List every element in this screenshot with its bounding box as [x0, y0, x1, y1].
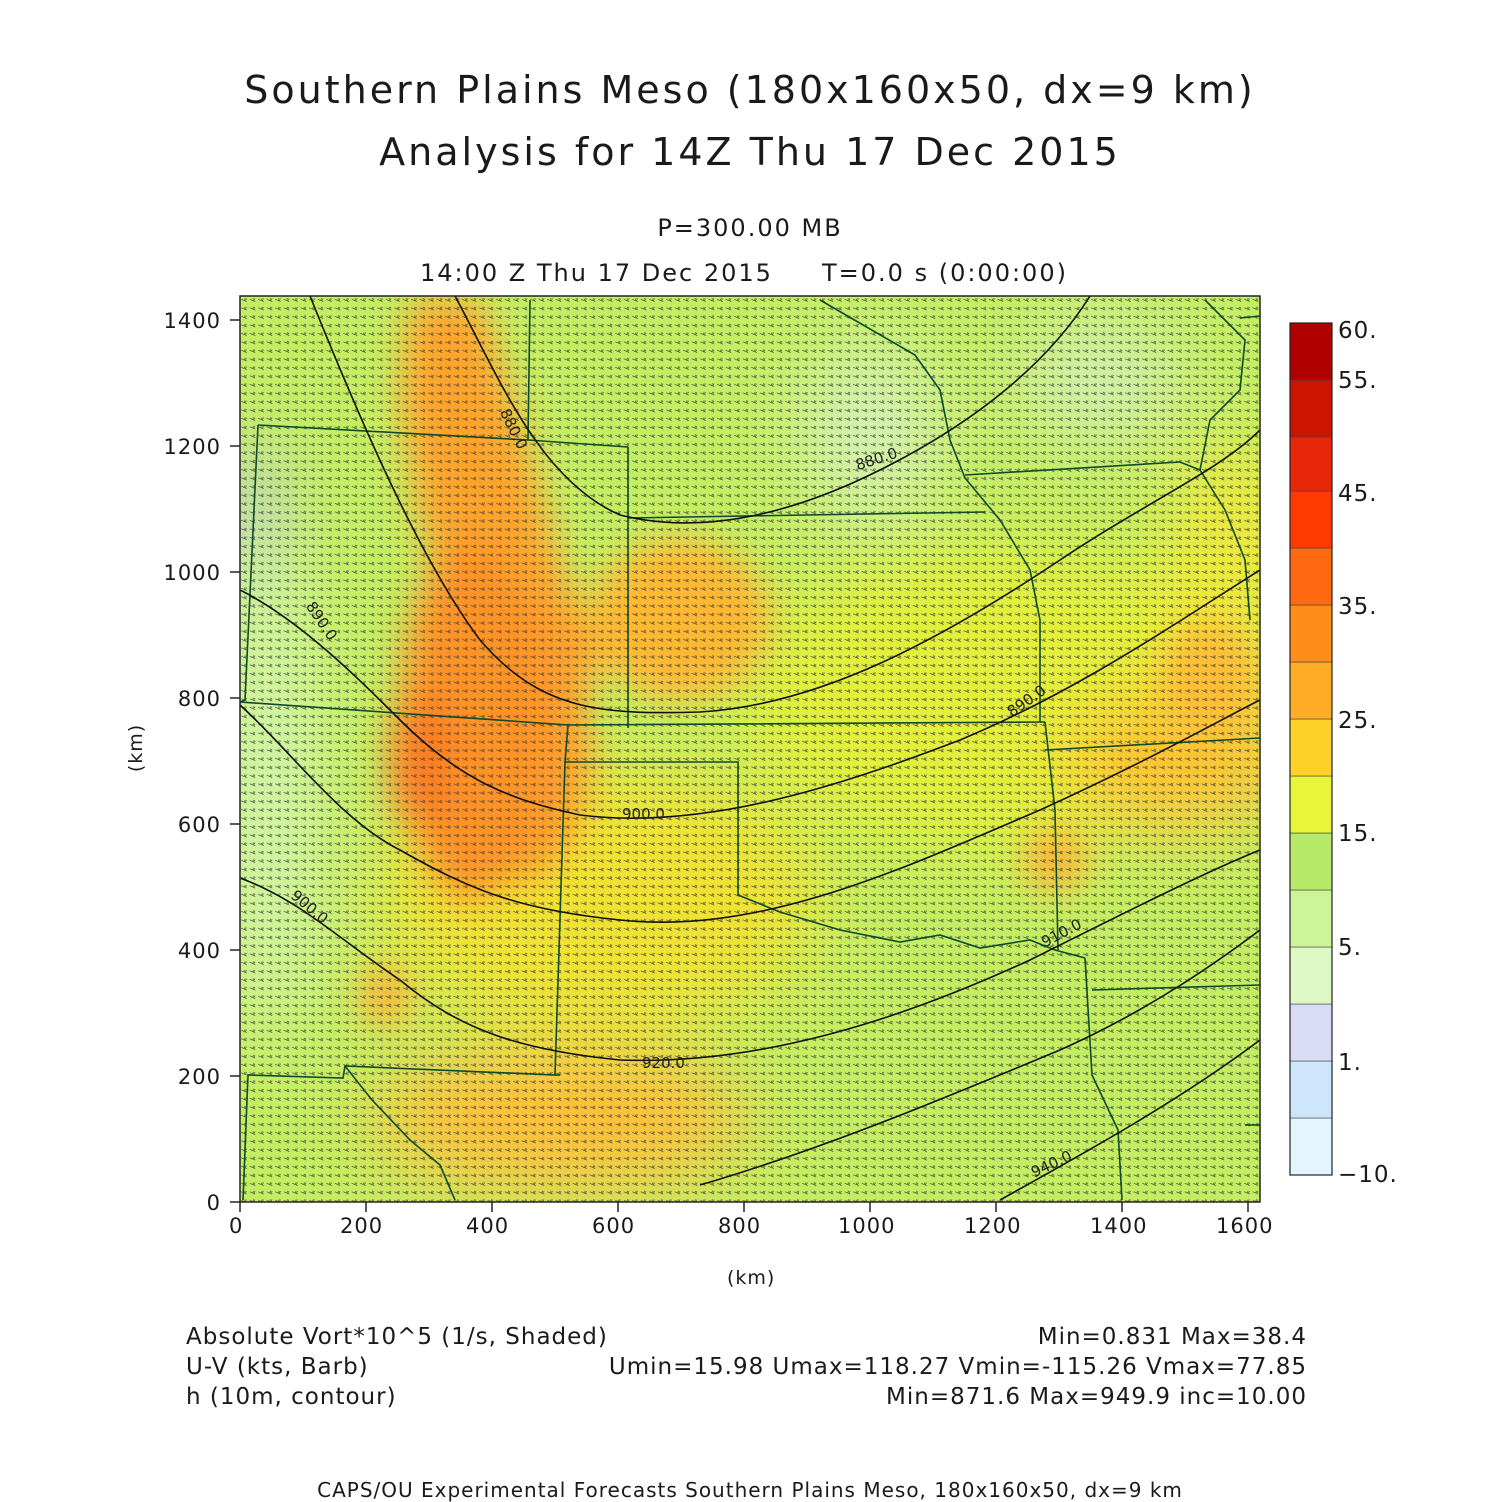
- x-axis-label: (km): [727, 1267, 776, 1289]
- colorbar-label: 35.: [1338, 594, 1378, 620]
- colorbar-label: 5.: [1338, 935, 1362, 961]
- y-tick-label: 600: [177, 813, 221, 837]
- colorbar-label: 25.: [1338, 708, 1378, 734]
- legend-field1-name: Absolute Vort*10^5 (1/s, Shaded): [186, 1324, 608, 1350]
- footer-credit: CAPS/OU Experimental Forecasts Southern …: [317, 1478, 1183, 1502]
- x-tick-label: 0: [229, 1214, 244, 1238]
- forecast-time: T=0.0 s (0:00:00): [822, 259, 1068, 287]
- y-tick-label: 800: [177, 687, 221, 711]
- axis-ticks: [230, 319, 1249, 1212]
- colorbar-label: 55.: [1338, 368, 1378, 394]
- x-tick-label: 800: [718, 1214, 762, 1238]
- contour-label: 900.0: [622, 805, 665, 823]
- legend-field2-name: U-V (kts, Barb): [186, 1354, 369, 1380]
- legend-field3-name: h (10m, contour): [186, 1384, 397, 1410]
- y-tick-label: 200: [177, 1065, 221, 1089]
- legend-field2-stats: Umin=15.98 Umax=118.27 Vmin=-115.26 Vmax…: [608, 1354, 1307, 1380]
- y-tick-label: 1400: [163, 309, 221, 333]
- colorbar-label: −10.: [1338, 1162, 1398, 1188]
- y-tick-label: 400: [177, 939, 221, 963]
- legend-field1-stats: Min=0.831 Max=38.4: [1037, 1324, 1307, 1350]
- y-tick-label: 0: [206, 1191, 221, 1215]
- legend-field3-stats: Min=871.6 Max=949.9 inc=10.00: [886, 1384, 1307, 1410]
- height-contours: [240, 296, 1260, 1201]
- y-axis-label: (km): [125, 723, 148, 773]
- x-tick-label: 1400: [1090, 1214, 1148, 1238]
- colorbar: [1289, 322, 1333, 1176]
- colorbar-label: 45.: [1338, 481, 1378, 507]
- x-tick-label: 600: [592, 1214, 636, 1238]
- colorbar-label: 1.: [1338, 1050, 1362, 1076]
- y-tick-label: 1000: [163, 561, 221, 585]
- x-tick-label: 1600: [1216, 1214, 1274, 1238]
- colorbar-label: 15.: [1338, 821, 1378, 847]
- state-borders: [240, 299, 1260, 1201]
- x-tick-label: 200: [340, 1214, 384, 1238]
- valid-time: 14:00 Z Thu 17 Dec 2015: [420, 259, 773, 287]
- x-tick-label: 1200: [964, 1214, 1022, 1238]
- x-tick-label: 1000: [838, 1214, 896, 1238]
- pressure-level: P=300.00 MB: [657, 214, 843, 242]
- x-tick-label: 400: [466, 1214, 510, 1238]
- y-tick-label: 1200: [163, 435, 221, 459]
- chart-title-line2: Analysis for 14Z Thu 17 Dec 2015: [379, 130, 1121, 174]
- colorbar-label: 60.: [1338, 318, 1378, 344]
- plot-frame: [239, 295, 1261, 1203]
- contour-label: 920.0: [642, 1054, 685, 1072]
- chart-title-line1: Southern Plains Meso (180x160x50, dx=9 k…: [244, 68, 1256, 112]
